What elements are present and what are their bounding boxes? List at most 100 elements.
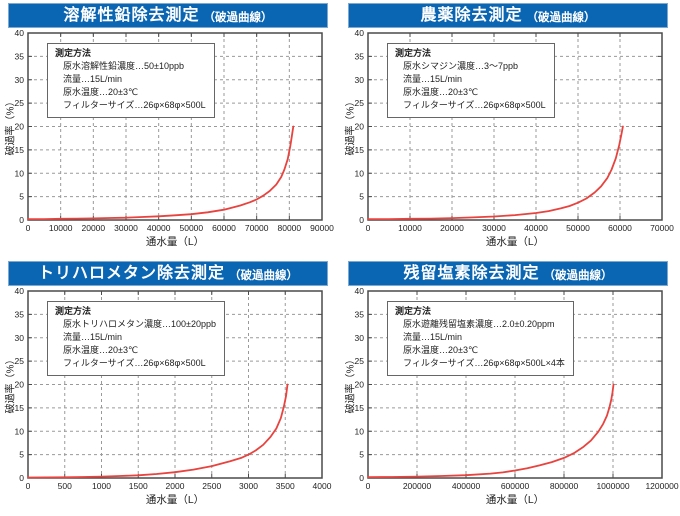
y-tick-label: 15 xyxy=(15,145,25,155)
y-tick-label: 15 xyxy=(355,145,365,155)
method-box: 測定方法 原水遊離残留塩素濃度…2.0±0.20ppm 流量…15L/min 原… xyxy=(387,301,574,377)
chart-title-bar: 溶解性鉛除去測定 （破過曲線） xyxy=(8,3,328,28)
y-tick-label: 10 xyxy=(355,168,365,178)
chart-title-bar: 農薬除去測定 （破過曲線） xyxy=(348,3,668,28)
chart-title: 溶解性鉛除去測定 xyxy=(63,7,200,24)
y-tick-label: 20 xyxy=(15,122,25,132)
method-box-title: 測定方法 xyxy=(55,306,92,316)
x-tick-label: 1200000 xyxy=(645,481,678,491)
y-tick-label: 35 xyxy=(355,51,365,61)
y-tick-label: 10 xyxy=(15,168,25,178)
x-tick-label: 3000 xyxy=(239,481,258,491)
y-tick-label: 30 xyxy=(15,333,25,343)
method-box-line: 原水温度…20±3℃ xyxy=(63,345,139,356)
chart-title-suffix: （破過曲線） xyxy=(543,269,613,282)
x-tick-label: 10000 xyxy=(49,223,73,233)
y-tick-label: 40 xyxy=(15,286,25,296)
y-axis-label: 破過率（%） xyxy=(345,354,357,414)
x-tick-label: 30000 xyxy=(482,223,506,233)
chart-title-suffix: （破過曲線） xyxy=(526,11,596,24)
method-box: 測定方法 原水トリハロメタン濃度…100±20ppb 流量…15L/min 原水… xyxy=(47,301,225,377)
x-tick-label: 3500 xyxy=(276,481,295,491)
breakthrough-curve xyxy=(367,383,615,478)
chart-panel-trihalomethane: 0 500 1000 1500 2000 2500 3000 3500 4000 0 5 10 15 20… xyxy=(0,258,340,516)
chart-title-suffix: （破過曲線） xyxy=(229,269,298,282)
x-tick-label: 500 xyxy=(58,481,72,491)
x-tick-label: 400000 xyxy=(452,481,481,491)
chart-panel-residual-chlorine: 0 200000 400000 600000 800000 1000000 1200000 0… xyxy=(340,258,680,516)
method-box-title: 測定方法 xyxy=(395,306,432,316)
x-tick-label: 800000 xyxy=(550,481,579,491)
x-axis-label: 通水量（L） xyxy=(145,236,205,248)
method-box-line: 原水シマジン濃度…3〜7ppb xyxy=(403,61,519,72)
y-tick-label: 30 xyxy=(15,75,25,85)
method-box-line: 流量…15L/min xyxy=(403,332,463,343)
x-tick-label: 600000 xyxy=(501,481,530,491)
x-tick-label: 80000 xyxy=(278,223,302,233)
y-tick-label: 5 xyxy=(19,450,24,460)
y-tick-label: 40 xyxy=(355,286,365,296)
y-tick-label: 25 xyxy=(355,356,365,366)
y-tick-label: 20 xyxy=(15,380,25,390)
y-tick-label: 35 xyxy=(355,309,365,319)
y-tick-label: 35 xyxy=(15,51,25,61)
method-box-line: フィルターサイズ…26φ×68φ×500L xyxy=(403,100,546,111)
y-tick-label: 30 xyxy=(355,75,365,85)
y-tick-label: 5 xyxy=(359,450,364,460)
x-axis-label: 通水量（L） xyxy=(485,236,545,248)
breakthrough-curve xyxy=(367,125,624,220)
x-tick-label: 30000 xyxy=(114,223,138,233)
method-box-line: 流量…15L/min xyxy=(63,74,123,85)
method-box-line: フィルターサイズ…26φ×68φ×500L xyxy=(63,358,206,369)
x-tick-label: 1000000 xyxy=(596,481,629,491)
y-tick-label: 0 xyxy=(19,215,24,225)
y-axis-label: 破過率（%） xyxy=(345,96,357,156)
chart-title-bar: トリハロメタン除去測定 （破過曲線） xyxy=(8,261,328,286)
x-axis-label: 通水量（L） xyxy=(145,494,205,506)
x-tick-label: 50000 xyxy=(180,223,204,233)
y-tick-label: 15 xyxy=(355,403,365,413)
method-box-line: 原水遊離残留塩素濃度…2.0±0.20ppm xyxy=(403,319,555,330)
method-box-line: フィルターサイズ…26φ×68φ×500L xyxy=(63,100,206,111)
x-tick-label: 0 xyxy=(26,481,31,491)
method-box-line: 原水温度…20±3℃ xyxy=(403,87,479,98)
y-tick-label: 0 xyxy=(359,473,364,483)
x-tick-label: 0 xyxy=(26,223,31,233)
chart-title: トリハロメタン除去測定 xyxy=(37,265,225,282)
y-tick-label: 30 xyxy=(355,333,365,343)
breakthrough-chart-svg: 0 10000 20000 30000 40000 50000 60000 70000 8000… xyxy=(15,28,335,233)
x-tick-label: 1500 xyxy=(129,481,148,491)
method-box-title: 測定方法 xyxy=(395,48,432,58)
y-tick-label: 5 xyxy=(359,192,364,202)
method-box: 測定方法 原水溶解性鉛濃度…50±10ppb 流量…15L/min 原水温度…2… xyxy=(47,43,215,119)
y-tick-label: 35 xyxy=(15,309,25,319)
x-tick-label: 20000 xyxy=(82,223,106,233)
method-box-line: 原水温度…20±3℃ xyxy=(403,345,479,356)
breakthrough-chart-svg: 0 500 1000 1500 2000 2500 3000 3500 4000 0 5 10 15 20… xyxy=(15,286,332,491)
x-tick-label: 70000 xyxy=(245,223,269,233)
method-box-line: 原水トリハロメタン濃度…100±20ppb xyxy=(63,319,216,330)
x-tick-label: 70000 xyxy=(650,223,674,233)
chart-panel-pesticide: 0 10000 20000 30000 40000 50000 60000 70000 0 5 10… xyxy=(340,0,680,258)
x-axis-label: 通水量（L） xyxy=(485,494,545,506)
y-tick-label: 40 xyxy=(15,28,25,38)
breakthrough-chart-svg: 0 200000 400000 600000 800000 1000000 1200000 0… xyxy=(355,286,679,491)
chart-panel-dissolved-lead: 0 10000 20000 30000 40000 50000 60000 70000 8000… xyxy=(0,0,340,258)
y-tick-label: 0 xyxy=(359,215,364,225)
y-tick-label: 20 xyxy=(355,122,365,132)
x-tick-label: 90000 xyxy=(310,223,334,233)
y-axis-label: 破過率（%） xyxy=(5,354,17,414)
method-box-line: 原水溶解性鉛濃度…50±10ppb xyxy=(63,61,184,72)
x-tick-label: 10000 xyxy=(398,223,422,233)
y-axis-label: 破過率（%） xyxy=(5,96,17,156)
chart-title-bar: 残留塩素除去測定 （破過曲線） xyxy=(348,261,668,286)
method-box: 測定方法 原水シマジン濃度…3〜7ppb 流量…15L/min 原水温度…20±… xyxy=(387,43,555,119)
y-tick-label: 40 xyxy=(355,28,365,38)
method-box-line: 原水温度…20±3℃ xyxy=(63,87,139,98)
y-tick-label: 0 xyxy=(19,473,24,483)
x-tick-label: 2500 xyxy=(202,481,221,491)
method-box-line: 流量…15L/min xyxy=(63,332,123,343)
x-tick-label: 0 xyxy=(366,481,371,491)
method-box-line: フィルターサイズ…26φ×68φ×500L×4本 xyxy=(403,358,565,369)
